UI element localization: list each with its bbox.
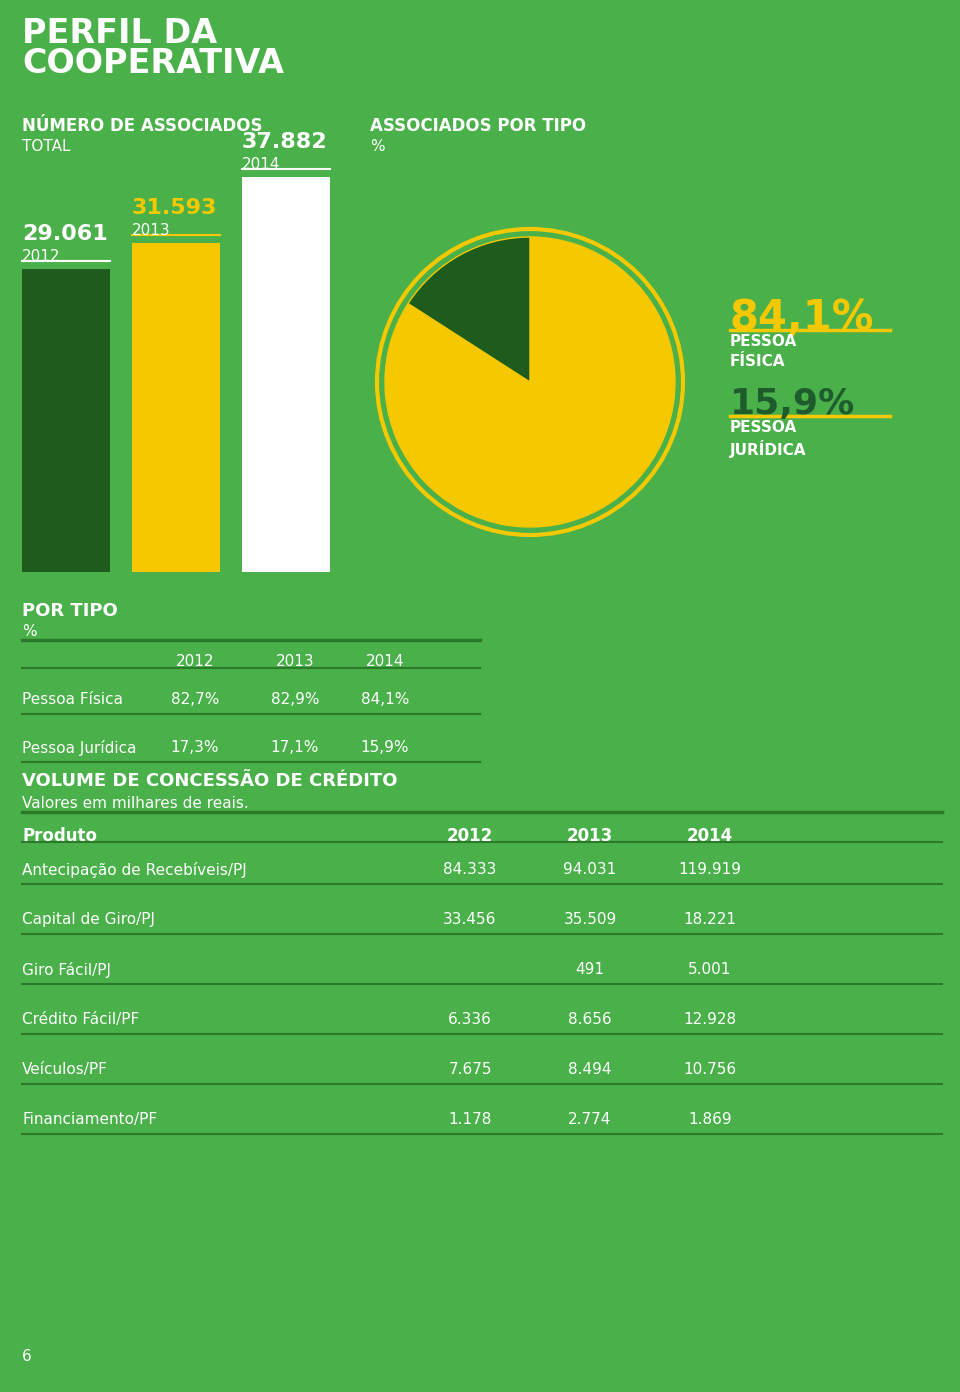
Text: 6: 6 (22, 1349, 32, 1364)
Text: 84,1%: 84,1% (730, 296, 875, 340)
Text: 17,1%: 17,1% (271, 741, 319, 754)
Text: 33.456: 33.456 (444, 912, 496, 927)
Text: PERFIL DA: PERFIL DA (22, 17, 217, 50)
Text: 17,3%: 17,3% (171, 741, 219, 754)
Text: 491: 491 (575, 962, 605, 977)
Text: 2.774: 2.774 (568, 1112, 612, 1128)
Text: Pessoa Física: Pessoa Física (22, 692, 123, 707)
Text: Giro Fácil/PJ: Giro Fácil/PJ (22, 962, 111, 979)
Text: Produto: Produto (22, 827, 97, 845)
Text: 37.882: 37.882 (242, 132, 327, 152)
Text: %: % (370, 139, 385, 155)
Text: NÚMERO DE ASSOCIADOS: NÚMERO DE ASSOCIADOS (22, 117, 262, 135)
Text: 2012: 2012 (446, 827, 493, 845)
Text: 7.675: 7.675 (448, 1062, 492, 1077)
Text: 35.509: 35.509 (564, 912, 616, 927)
Text: TOTAL: TOTAL (22, 139, 70, 155)
Text: 1.178: 1.178 (448, 1112, 492, 1128)
Text: PESSOA: PESSOA (730, 334, 797, 349)
Text: 12.928: 12.928 (684, 1012, 736, 1027)
Text: 82,7%: 82,7% (171, 692, 219, 707)
Bar (132, 242, 220, 572)
Bar (22, 269, 110, 572)
Text: 2013: 2013 (276, 654, 314, 670)
Text: 2014: 2014 (242, 157, 280, 173)
Text: 10.756: 10.756 (684, 1062, 736, 1077)
Text: Veículos/PF: Veículos/PF (22, 1062, 108, 1077)
Text: 2014: 2014 (686, 827, 733, 845)
Text: POR TIPO: POR TIPO (22, 601, 118, 619)
Text: 2013: 2013 (566, 827, 613, 845)
Text: VOLUME DE CONCESSÃO DE CRÉDITO: VOLUME DE CONCESSÃO DE CRÉDITO (22, 773, 397, 791)
Wedge shape (385, 237, 675, 528)
Text: Pessoa Jurídica: Pessoa Jurídica (22, 741, 136, 756)
Text: 8.494: 8.494 (568, 1062, 612, 1077)
Text: 2012: 2012 (176, 654, 214, 670)
Text: 8.656: 8.656 (568, 1012, 612, 1027)
Text: 31.593: 31.593 (132, 198, 217, 217)
Text: ASSOCIADOS POR TIPO: ASSOCIADOS POR TIPO (370, 117, 587, 135)
Text: FÍSICA: FÍSICA (730, 354, 785, 369)
Text: %: % (22, 624, 36, 639)
Text: 82,9%: 82,9% (271, 692, 320, 707)
Text: 5.001: 5.001 (688, 962, 732, 977)
Text: 15,9%: 15,9% (361, 741, 409, 754)
Text: JURÍDICA: JURÍDICA (730, 440, 806, 458)
Text: 18.221: 18.221 (684, 912, 736, 927)
Text: 94.031: 94.031 (564, 862, 616, 877)
Text: Financiamento/PF: Financiamento/PF (22, 1112, 157, 1128)
Text: 2012: 2012 (22, 249, 60, 264)
Bar (242, 177, 330, 572)
Text: 29.061: 29.061 (22, 224, 108, 244)
Text: 84,1%: 84,1% (361, 692, 409, 707)
Text: Valores em milhares de reais.: Valores em milhares de reais. (22, 796, 249, 812)
Text: 2014: 2014 (366, 654, 404, 670)
Text: 119.919: 119.919 (679, 862, 741, 877)
Text: 6.336: 6.336 (448, 1012, 492, 1027)
Wedge shape (408, 237, 530, 381)
Text: Capital de Giro/PJ: Capital de Giro/PJ (22, 912, 155, 927)
Text: 15,9%: 15,9% (730, 387, 855, 420)
Text: 2013: 2013 (132, 223, 171, 238)
Text: PESSOA: PESSOA (730, 420, 797, 434)
Text: 1.869: 1.869 (688, 1112, 732, 1128)
Text: COOPERATIVA: COOPERATIVA (22, 47, 284, 79)
Text: 84.333: 84.333 (444, 862, 496, 877)
Text: Crédito Fácil/PF: Crédito Fácil/PF (22, 1012, 139, 1027)
Text: Antecipação de Recebíveis/PJ: Antecipação de Recebíveis/PJ (22, 862, 247, 878)
